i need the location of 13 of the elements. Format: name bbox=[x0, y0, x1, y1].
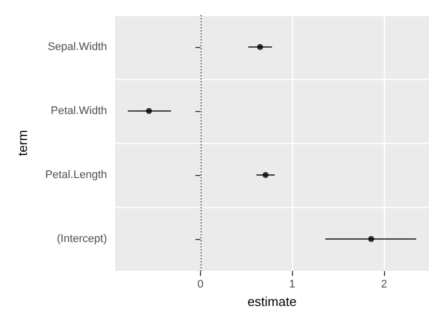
point bbox=[262, 172, 269, 178]
y-tick-label: Petal.Width bbox=[50, 105, 107, 117]
x-tick-label: 2 bbox=[380, 278, 388, 290]
point bbox=[146, 108, 152, 114]
point bbox=[257, 44, 264, 50]
x-tick-label: 0 bbox=[197, 278, 204, 290]
y-tick-label: (Intercept) bbox=[56, 233, 107, 245]
point bbox=[368, 236, 374, 242]
y-axis-title: term bbox=[15, 130, 30, 156]
x-tick-label: 1 bbox=[289, 278, 296, 290]
y-tick-label: Petal.Length bbox=[45, 169, 107, 181]
y-tick-label: Sepal.Width bbox=[48, 41, 107, 53]
x-axis-title: estimate bbox=[247, 294, 297, 309]
